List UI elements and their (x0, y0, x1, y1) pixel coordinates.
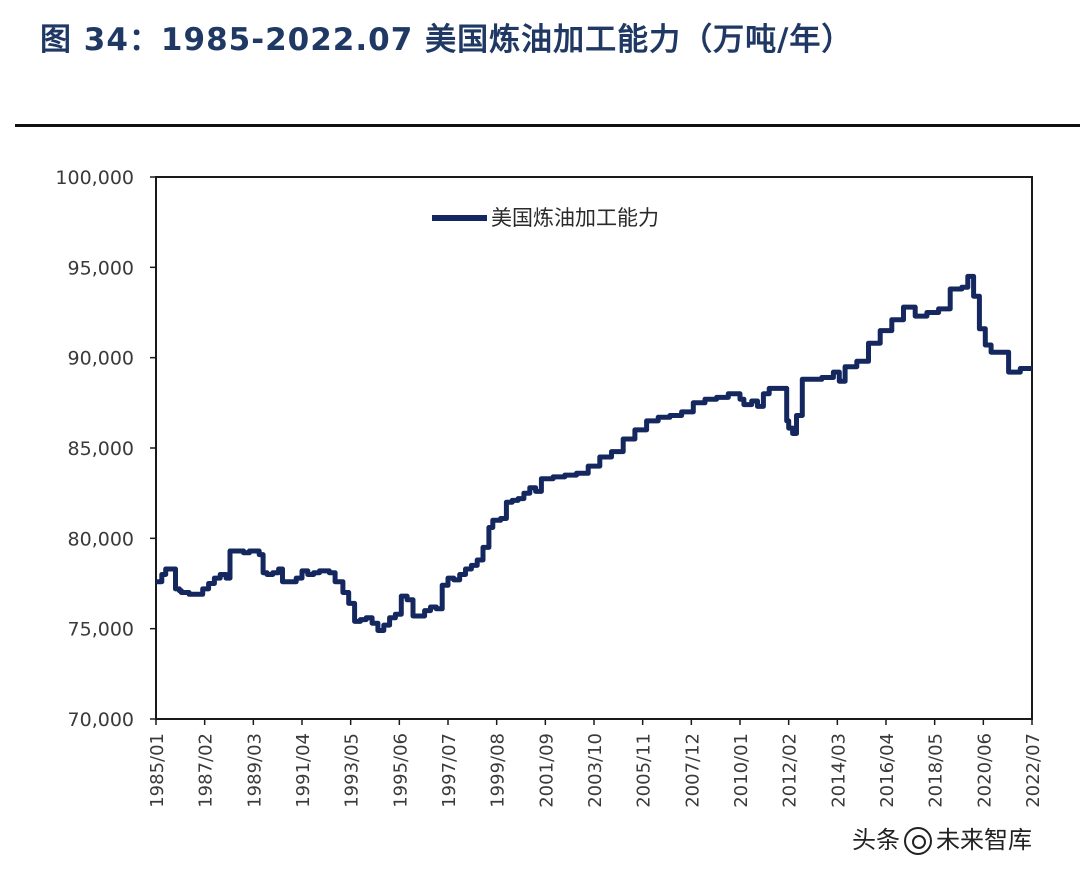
watermark-text: 未来智库 (936, 826, 1032, 854)
x-tick-label: 2005/11 (634, 733, 655, 808)
y-axis: 70,000 75,000 80,000 85,000 90,000 95,000 100,… (55, 167, 156, 731)
x-tick-label: 2020/06 (974, 733, 995, 808)
x-tick-label: 1991/04 (293, 733, 314, 808)
x-tick-label: 2016/04 (877, 733, 898, 808)
x-tick-label: 1993/05 (342, 733, 363, 808)
series-line-0 (156, 273, 1032, 633)
y-tick-label: 95,000 (68, 257, 134, 279)
series-layer (156, 273, 1032, 633)
y-tick-label: 85,000 (68, 438, 134, 460)
legend: 美国炼油加工能力 (432, 206, 659, 230)
y-tick-label: 70,000 (68, 709, 134, 731)
x-tick-label: 1987/02 (196, 733, 217, 808)
watermark: 头条 未来智库 (852, 820, 1032, 855)
x-tick-label: 2022/07 (1023, 733, 1044, 808)
x-tick-label: 2001/09 (536, 733, 557, 808)
x-tick-label: 2014/03 (828, 733, 849, 808)
x-tick-label: 1985/01 (147, 733, 168, 808)
plot-area-frame (155, 176, 1033, 720)
x-tick-label: 2003/10 (585, 733, 606, 808)
x-tick-label: 2018/05 (926, 733, 947, 808)
figure-title: 图 34：1985-2022.07 美国炼油加工能力（万吨/年） (40, 22, 854, 58)
x-tick-label: 1989/03 (244, 733, 265, 808)
y-tick-label: 100,000 (55, 167, 134, 189)
weibo-logo-icon (904, 827, 932, 855)
x-tick-label: 2012/02 (780, 733, 801, 808)
x-tick-label: 2007/12 (682, 733, 703, 808)
y-tick-label: 75,000 (68, 619, 134, 641)
x-tick-label: 2010/01 (731, 733, 752, 808)
x-axis: 1985/01 1987/02 1989/03 1991/04 1993/05 1995/… (147, 719, 1044, 808)
y-tick-label: 90,000 (68, 348, 134, 370)
legend-label: 美国炼油加工能力 (491, 206, 659, 230)
x-tick-label: 1995/06 (390, 733, 411, 808)
y-tick-label: 80,000 (68, 528, 134, 550)
title-divider (15, 124, 1080, 127)
x-tick-label: 1999/08 (488, 733, 509, 808)
watermark-prefix: 头条 (852, 826, 900, 854)
x-tick-label: 1997/07 (439, 733, 460, 808)
